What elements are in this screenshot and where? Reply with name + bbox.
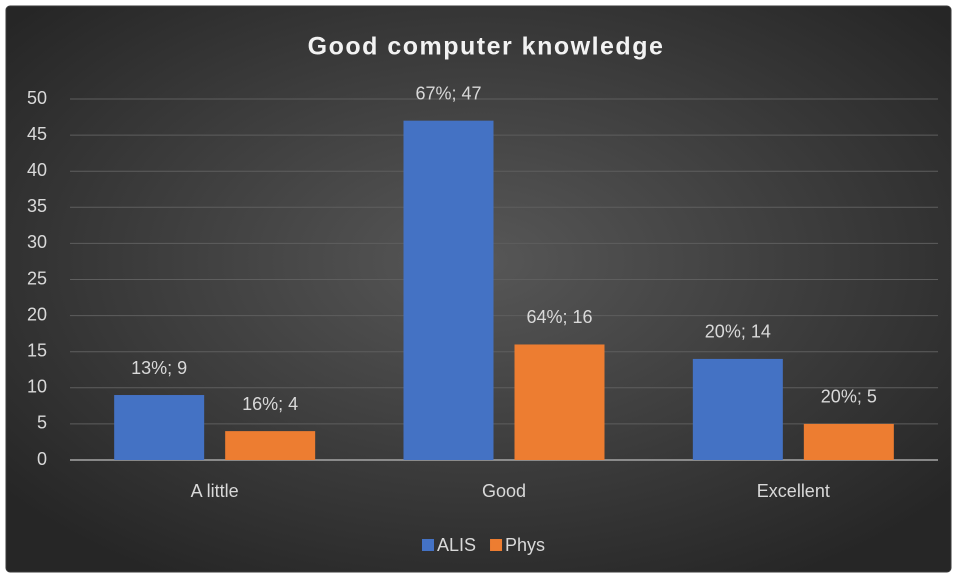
legend-swatch (422, 539, 434, 551)
y-tick-label: 15 (27, 340, 47, 360)
bar (403, 120, 494, 460)
chart-title: Good computer knowledge (308, 33, 665, 61)
legend-label: ALIS (437, 535, 476, 555)
y-tick-label: 50 (27, 88, 47, 108)
y-tick-label: 25 (27, 268, 47, 288)
bar (803, 423, 894, 460)
bar (225, 431, 316, 460)
x-tick-label: Good (482, 481, 526, 501)
bar (514, 344, 605, 460)
y-tick-label: 45 (27, 124, 47, 144)
data-label: 64%; 16 (526, 307, 592, 327)
bar (114, 395, 205, 460)
y-tick-label: 30 (27, 232, 47, 252)
y-tick-label: 0 (37, 449, 47, 469)
data-label: 20%; 14 (705, 322, 771, 342)
y-tick-label: 5 (37, 413, 47, 433)
data-label: 20%; 5 (821, 387, 877, 407)
bar (692, 358, 783, 460)
y-tick-label: 35 (27, 196, 47, 216)
data-label: 67%; 47 (415, 83, 481, 103)
y-tick-label: 20 (27, 304, 47, 324)
x-tick-label: Excellent (757, 481, 830, 501)
y-tick-label: 40 (27, 160, 47, 180)
x-tick-label: A little (191, 481, 239, 501)
legend-swatch (490, 539, 503, 551)
legend-label: Phys (505, 535, 545, 555)
data-label: 13%; 9 (131, 358, 187, 378)
data-label: 16%; 4 (242, 394, 298, 414)
y-tick-label: 10 (27, 377, 47, 397)
